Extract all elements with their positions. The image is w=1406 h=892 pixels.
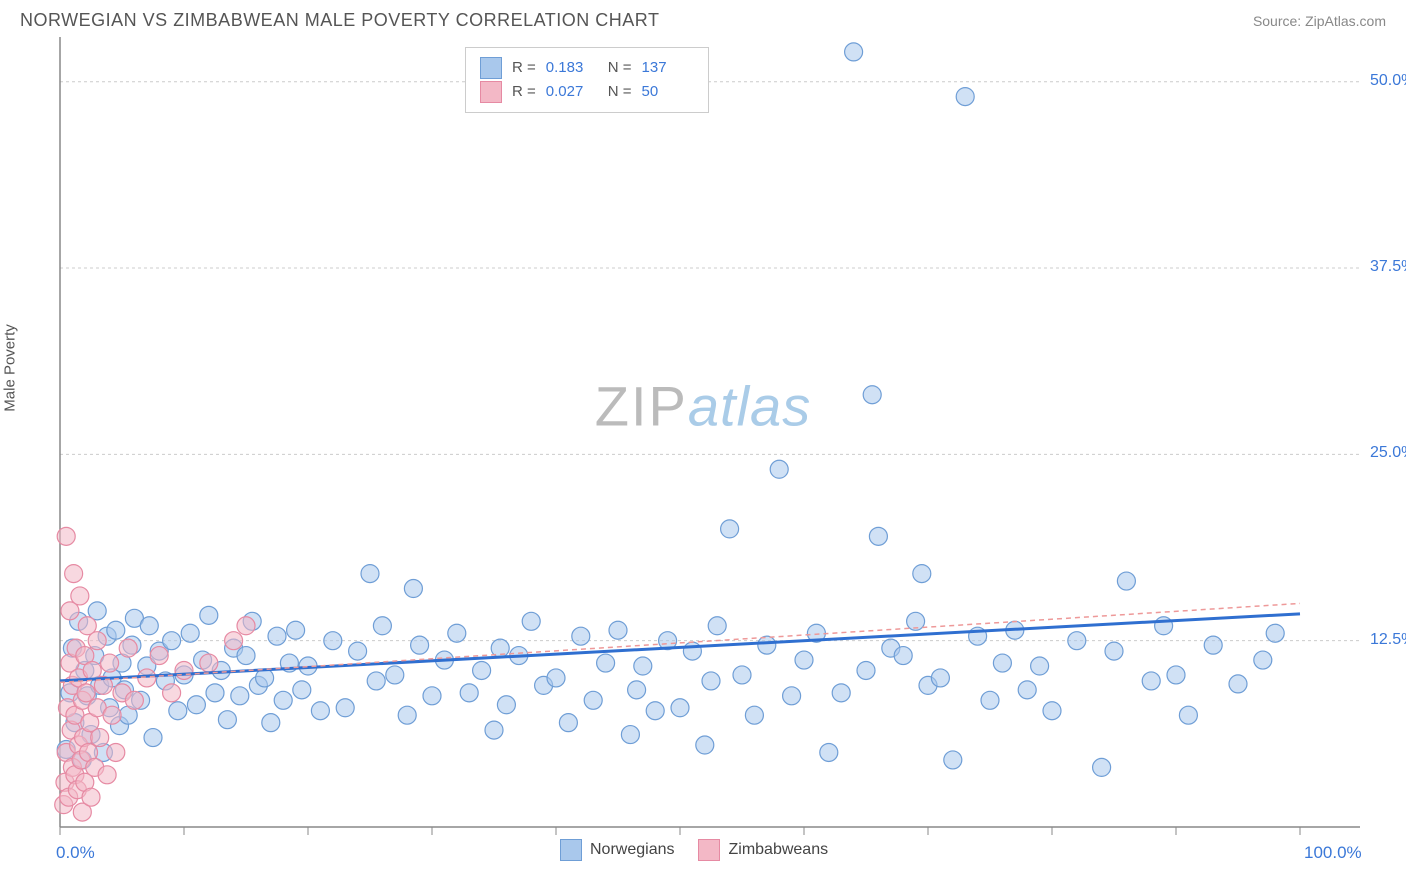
r-label: R =	[512, 80, 536, 104]
y-axis-label: Male Poverty	[2, 324, 19, 412]
series-swatch	[480, 57, 502, 79]
chart-title: NORWEGIAN VS ZIMBABWEAN MALE POVERTY COR…	[20, 10, 659, 31]
source-name: ZipAtlas.com	[1305, 13, 1386, 29]
chart-container: Male Poverty ZIPatlas R =0.183N =137R =0…	[20, 37, 1386, 857]
n-label: N =	[608, 56, 632, 80]
source-prefix: Source:	[1253, 13, 1305, 29]
y-tick-label: 37.5%	[1370, 258, 1406, 276]
r-value: 0.183	[546, 56, 598, 80]
x-axis-min-label: 0.0%	[56, 843, 95, 863]
n-label: N =	[608, 80, 632, 104]
legend-label: Norwegians	[590, 841, 674, 859]
series-legend: Norwegians Zimbabweans	[560, 839, 828, 861]
n-value: 50	[642, 80, 694, 104]
legend-swatch	[698, 839, 720, 861]
stats-row: R = 0.027 N = 50	[480, 80, 694, 104]
legend-item: Zimbabweans	[698, 839, 828, 861]
scatter-chart	[20, 37, 1386, 857]
y-tick-label: 50.0%	[1370, 72, 1406, 90]
legend-swatch	[560, 839, 582, 861]
chart-source: Source: ZipAtlas.com	[1253, 13, 1386, 29]
y-tick-label: 12.5%	[1370, 631, 1406, 649]
chart-header: NORWEGIAN VS ZIMBABWEAN MALE POVERTY COR…	[0, 0, 1406, 37]
x-axis-max-label: 100.0%	[1304, 843, 1362, 863]
r-label: R =	[512, 56, 536, 80]
y-tick-label: 25.0%	[1370, 444, 1406, 462]
legend-label: Zimbabweans	[728, 841, 828, 859]
r-value: 0.027	[546, 80, 598, 104]
stats-row: R = 0.183 N = 137	[480, 56, 694, 80]
stats-legend-box: R = 0.183 N = 137 R = 0.027 N = 50	[465, 47, 709, 113]
legend-item: Norwegians	[560, 839, 674, 861]
series-swatch	[480, 81, 502, 103]
n-value: 137	[642, 56, 694, 80]
